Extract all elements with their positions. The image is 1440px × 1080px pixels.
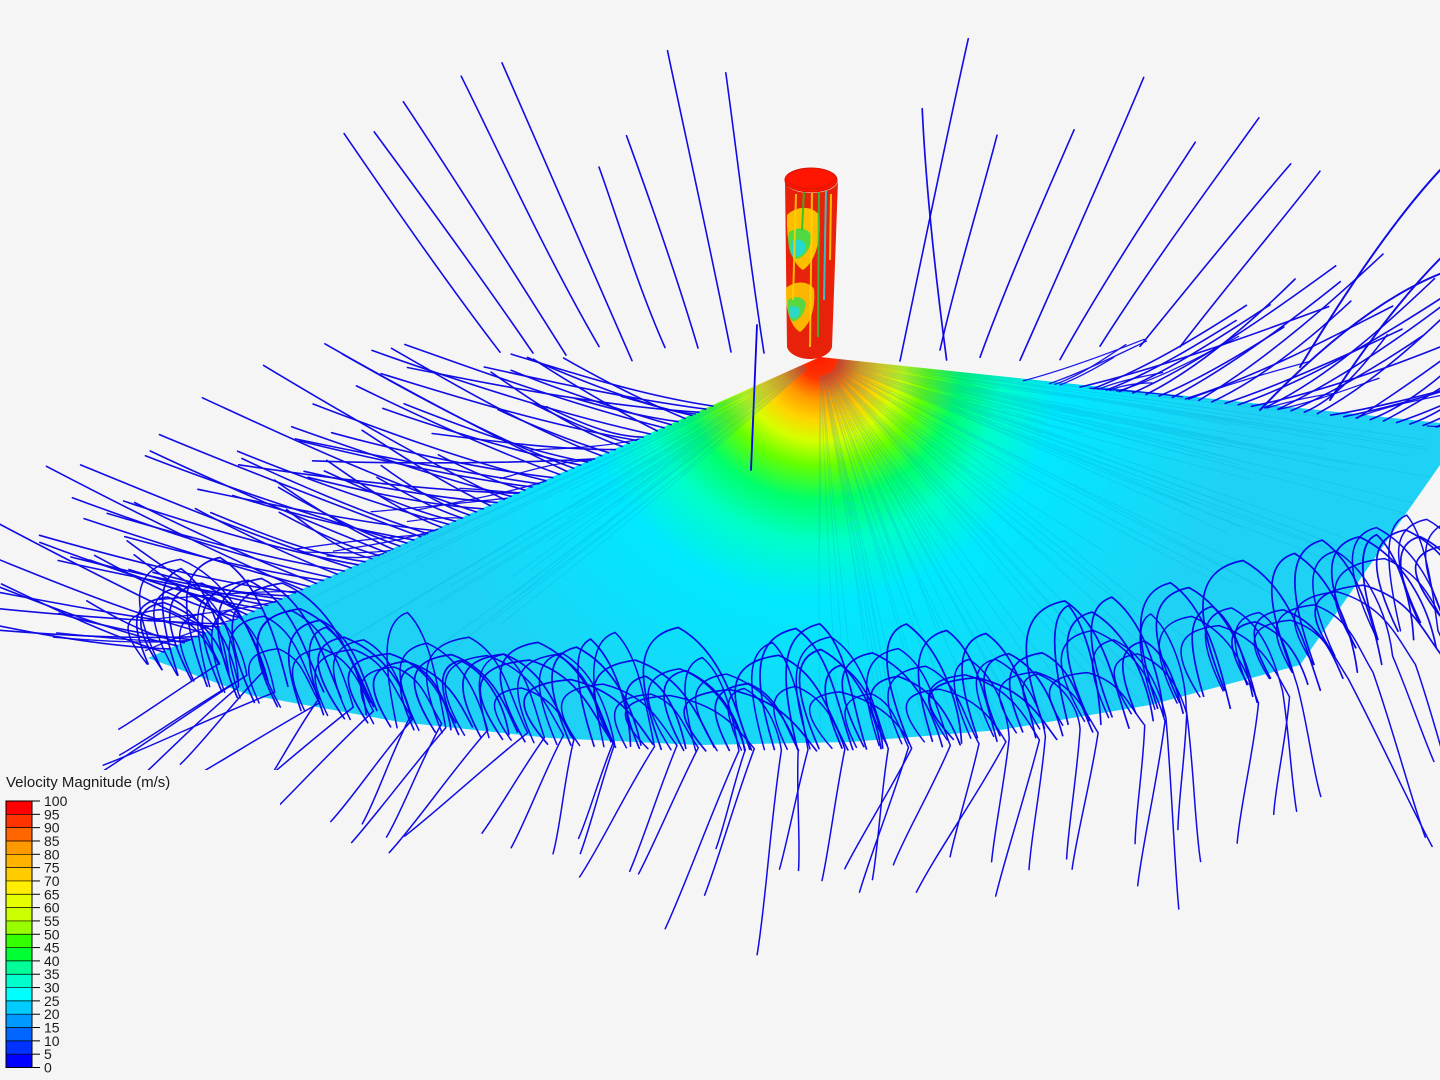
svg-text:Velocity Magnitude (m/s): Velocity Magnitude (m/s)	[6, 774, 170, 791]
svg-text:0: 0	[44, 1060, 52, 1076]
